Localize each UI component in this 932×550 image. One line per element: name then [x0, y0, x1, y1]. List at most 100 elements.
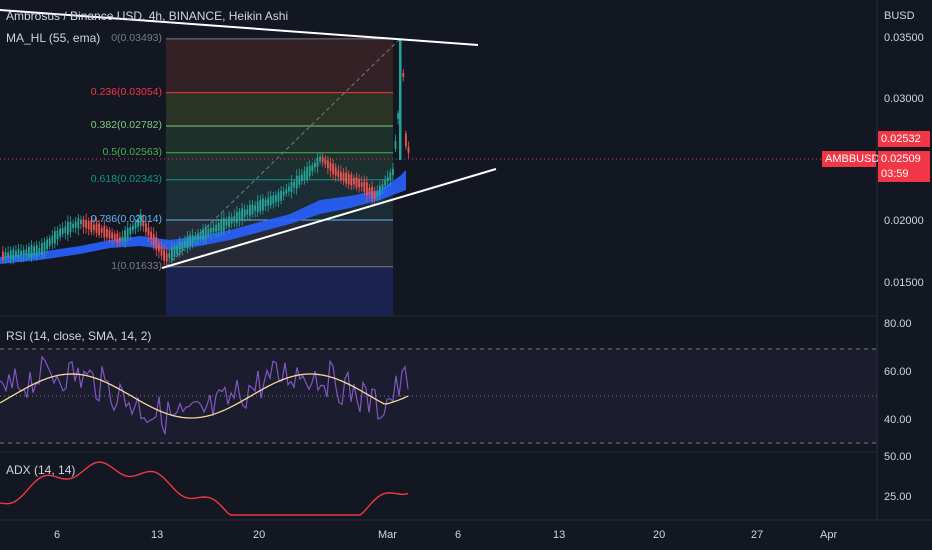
candle-body [269, 195, 272, 206]
candle-body [48, 238, 51, 247]
candle-body [371, 186, 373, 200]
candle-body [275, 194, 277, 202]
candle-body [220, 219, 223, 232]
candle-body [22, 250, 25, 256]
time-label: Apr [820, 529, 838, 541]
candle-body [399, 40, 402, 160]
candle-body [236, 211, 238, 224]
rsi-indicator-label[interactable]: RSI (14, close, SMA, 14, 2) [6, 329, 152, 343]
candle-body [217, 222, 220, 232]
time-label: 6 [54, 529, 61, 541]
candle-body [152, 233, 155, 245]
candle-body [402, 72, 405, 78]
candle-body [329, 162, 332, 171]
candle-body [228, 216, 230, 227]
candle-body [306, 167, 308, 180]
fib-level-label: 1(0.01633) [111, 259, 162, 272]
candle-body [41, 243, 43, 256]
candle-body [316, 157, 319, 167]
candle-body [150, 231, 152, 240]
candle-body [7, 252, 9, 258]
rsi-line [0, 355, 409, 435]
candle-body [384, 180, 386, 186]
candle-body [116, 233, 119, 244]
candle-body [173, 246, 176, 257]
candle-body [121, 236, 124, 241]
candle-body [249, 205, 251, 216]
candle-body [303, 170, 306, 181]
candle-body [238, 211, 241, 221]
candle-body [54, 231, 56, 244]
fib-level-label: 0.5(0.02563) [102, 145, 162, 158]
fib-level-label: 0.618(0.02343) [90, 172, 162, 185]
candle-body [176, 245, 178, 255]
currency-label: BUSD [884, 10, 915, 22]
candle-body [43, 242, 46, 252]
countdown-tag: 03:59 [878, 166, 930, 182]
high-price-tag: 0.02532 [878, 131, 930, 147]
candle-body [230, 216, 233, 224]
candle-body [59, 228, 61, 237]
candle-body [215, 224, 217, 232]
candle-body [191, 235, 194, 244]
candle-body [15, 250, 17, 257]
candle-body [147, 227, 150, 236]
time-label: 20 [253, 529, 266, 541]
time-label: 13 [151, 529, 164, 541]
ma-band [0, 170, 406, 264]
candle-body [155, 236, 158, 250]
candle-body [251, 204, 254, 214]
candle-body [134, 222, 137, 229]
candle-body [363, 181, 366, 192]
candle-body [389, 172, 392, 179]
candle-body [124, 230, 126, 242]
candle-body [108, 230, 111, 239]
candle-body [243, 209, 246, 217]
candle-body [106, 228, 108, 238]
candle-body [366, 182, 368, 196]
ma-indicator-label[interactable]: MA_HL (55, ema) [6, 31, 101, 45]
symbol-title[interactable]: Ambrosus / Binance USD, 4h, BINANCE, Hei… [6, 9, 289, 23]
candle-body [282, 191, 285, 196]
candle-body [178, 241, 181, 255]
fib-zone [166, 152, 393, 180]
candle-body [103, 225, 106, 238]
candle-body [137, 218, 139, 227]
candle-body [379, 185, 381, 196]
candle-body [77, 217, 80, 229]
candle-body [262, 198, 264, 211]
candle-body [38, 247, 41, 253]
candle-body [25, 249, 28, 256]
candle-body [111, 232, 113, 239]
candle-body [290, 181, 293, 192]
candle-body [223, 218, 225, 231]
adx-indicator-label[interactable]: ADX (14, 14) [6, 463, 76, 477]
candle-body [288, 186, 290, 192]
candle-body [340, 171, 342, 181]
candle-body [376, 191, 379, 197]
candle-body [199, 232, 202, 240]
rsi-ma-line [0, 373, 409, 419]
candle-body [327, 160, 329, 169]
candle-body [225, 220, 228, 226]
candle-body [280, 190, 282, 201]
candle-body [28, 246, 30, 257]
time-label: 20 [653, 529, 666, 541]
candle-body [259, 199, 262, 212]
candle-body [246, 209, 249, 215]
rsi-tick: 80.00 [884, 318, 912, 330]
candle-body [386, 177, 389, 182]
candle-body [67, 222, 69, 235]
candle-body [277, 192, 280, 202]
adx-tick: 25.00 [884, 491, 912, 503]
candle-body [4, 252, 7, 259]
candle-body [163, 249, 165, 261]
candle-body [142, 221, 145, 227]
candle-body [87, 221, 90, 230]
candle-body [126, 227, 129, 239]
candle-body [334, 167, 337, 176]
candle-body [285, 189, 288, 194]
candle-body [80, 219, 82, 225]
fib-trend-line [165, 38, 401, 268]
